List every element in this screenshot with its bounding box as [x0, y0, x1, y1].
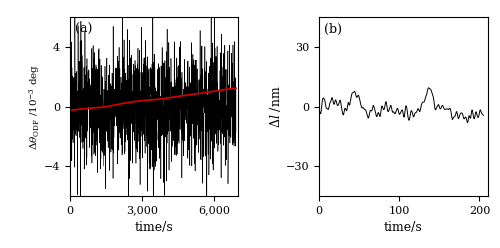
Y-axis label: $\Delta\theta_\mathrm{ODF}$ $/10^{-3}$ deg: $\Delta\theta_\mathrm{ODF}$ $/10^{-3}$ d…	[28, 63, 42, 150]
X-axis label: time/s: time/s	[135, 221, 173, 234]
Y-axis label: $\Delta l$ /nm: $\Delta l$ /nm	[268, 85, 283, 128]
Text: (a): (a)	[75, 23, 92, 36]
Text: (b): (b)	[324, 23, 342, 36]
X-axis label: time/s: time/s	[384, 221, 422, 234]
